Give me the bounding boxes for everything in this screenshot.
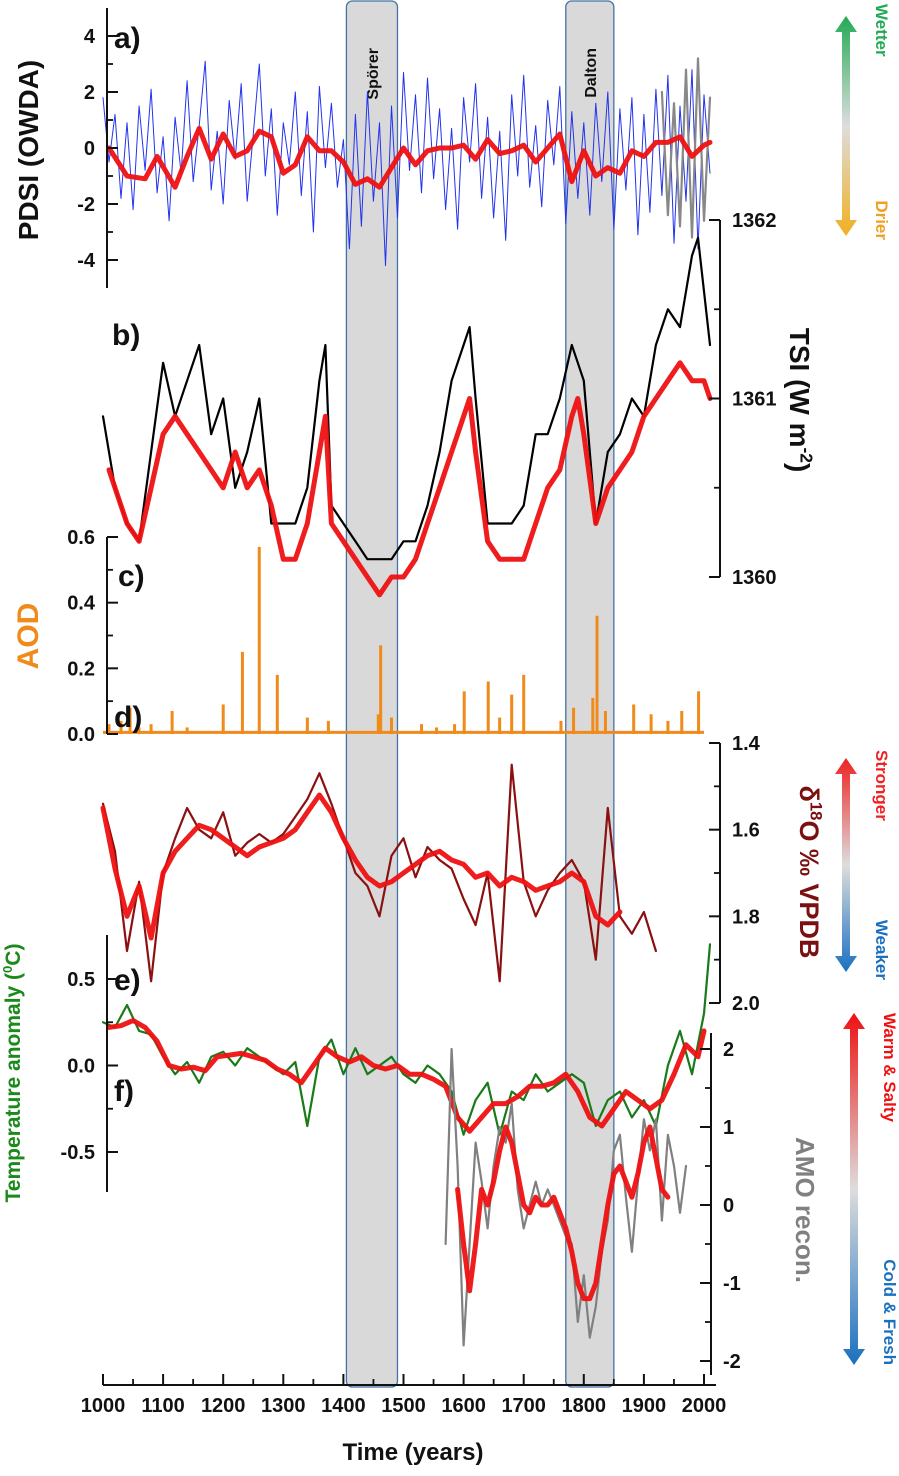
tick-label-c-3: 0.0 (67, 724, 95, 746)
tick-label-a-0: 4 (84, 26, 96, 48)
ylabel-e-part: C) (2, 944, 25, 966)
arrow-warm-cold (843, 1013, 865, 1365)
ylabel-d-part: ‰ (794, 841, 824, 883)
arrow-label-bottom-wet-dry: Drier (872, 200, 891, 240)
arrow-label-bottom-strong-weak: Weaker (872, 920, 891, 981)
x-tick-label-8: 1800 (562, 1395, 607, 1417)
arrow-wet-dry (835, 16, 857, 236)
panel-letter-b: b) (112, 319, 140, 352)
series-d-1 (100, 792, 623, 941)
tick-label-b-1: 1361 (732, 389, 777, 411)
arrow-strong-weak (835, 758, 857, 972)
ylabel-a-part: PDSI (OWDA) (13, 60, 44, 240)
x-tick-label-4: 1400 (321, 1395, 366, 1417)
ylabel-b-part: ) (784, 463, 815, 472)
series-d-0 (101, 763, 658, 983)
ylabel-e-part: 0 (0, 966, 15, 973)
ylabel-f: AMO recon. (790, 1137, 820, 1283)
tick-label-a-4: -4 (77, 250, 96, 272)
panel-letter-e: e) (114, 964, 141, 997)
ylabel-d-part: δ (794, 785, 824, 801)
series-a-1 (660, 57, 712, 239)
series-a-0 (102, 60, 711, 267)
arrow-label-top-wet-dry: Wetter (872, 4, 891, 57)
x-tick-label-7: 1700 (501, 1395, 546, 1417)
tick-label-a-1: 2 (84, 82, 95, 104)
event-bands: Spörer Dalton (345, 0, 615, 1388)
tick-label-f-3: -1 (723, 1273, 741, 1295)
panel-letter-d: d) (114, 701, 142, 734)
ylabel-e-part: Temperature anomaly ( (2, 973, 25, 1203)
x-tick-label-3: 1300 (261, 1395, 306, 1417)
ylabel-f-part: AMO recon. (790, 1137, 820, 1283)
tick-label-f-4: -2 (723, 1351, 741, 1373)
tick-label-c-2: 0.2 (67, 658, 95, 680)
tick-label-f-0: 2 (723, 1039, 734, 1061)
axes: 4 2 0 -2 -4 1362 1361 1360 0.6 0.4 0.2 0.0 1.4 1.6 1.8… (61, 8, 777, 1417)
ylabel-d-part: 18 (806, 802, 825, 821)
ylabel-d-part: O (794, 820, 824, 841)
series-e-1 (106, 1018, 707, 1134)
arrow-label-top-strong-weak: Stronger (872, 750, 891, 821)
series-b-1 (106, 360, 713, 598)
event-band-1 (565, 0, 615, 1388)
tick-label-f-1: 1 (723, 1117, 734, 1139)
panel-letter-c: c) (118, 560, 145, 593)
ylabel-b-part: -2 (797, 448, 817, 463)
event-band-0 (345, 0, 399, 1388)
ylabel-e: Temperature anomaly (0C) (0, 944, 25, 1203)
data-series (100, 57, 713, 1347)
ylabel-d-part: VPDB (794, 884, 824, 959)
legend-arrows: Wetter Drier Stronger Weaker Warm & Salty Col… (835, 4, 899, 1365)
event-label-0: Spörer (365, 48, 382, 100)
panel-letter-a: a) (114, 22, 141, 55)
tick-label-d-3: 2.0 (732, 993, 760, 1015)
x-tick-label-1: 1100 (141, 1395, 184, 1417)
ylabel-b-part: TSI (W m (784, 328, 815, 448)
series-b-0 (101, 236, 712, 561)
arrow-label-bottom-warm-cold: Cold & Fresh (880, 1259, 899, 1365)
tick-label-a-3: -2 (77, 194, 95, 216)
tick-label-d-0: 1.4 (732, 733, 761, 755)
x-tick-label-10: 2000 (682, 1395, 727, 1417)
ylabel-c: AOD (12, 603, 45, 670)
ylabel-d: δ18O ‰ VPDB (794, 785, 825, 958)
tick-label-e-0: 0.5 (67, 969, 95, 991)
x-tick-label-2: 1200 (201, 1395, 246, 1417)
tick-label-a-2: 0 (84, 138, 95, 160)
series-a-2 (106, 125, 713, 190)
x-tick-label-6: 1600 (441, 1395, 486, 1417)
tick-label-d-1: 1.6 (732, 820, 760, 842)
ylabel-c-part: AOD (12, 603, 45, 670)
x-tick-label-5: 1500 (381, 1395, 426, 1417)
series-e-0 (101, 943, 712, 1136)
event-label-1: Dalton (583, 48, 600, 98)
labels: Time (years) a) b) c) d) e) f) PDSI (OWDA) TSI (… (0, 22, 825, 1466)
x-tick-label-0: 1000 (81, 1395, 126, 1417)
ylabel-a: PDSI (OWDA) (13, 60, 44, 240)
series-f-1 (455, 1124, 671, 1302)
tick-label-b-2: 1360 (732, 567, 777, 589)
tick-label-f-2: 0 (723, 1195, 734, 1217)
x-axis-title: Time (years) (343, 1439, 484, 1466)
x-tick-label-9: 1900 (622, 1395, 667, 1417)
tick-label-d-2: 1.8 (732, 906, 760, 928)
arrow-label-top-warm-cold: Warm & Salty (880, 1013, 899, 1123)
tick-label-b-0: 1362 (732, 210, 777, 232)
tick-label-e-1: 0.0 (67, 1056, 95, 1078)
series-c-0 (103, 546, 704, 734)
ylabel-b: TSI (W m-2) (784, 328, 817, 473)
tick-label-c-1: 0.4 (67, 593, 96, 615)
tick-label-c-0: 0.6 (67, 527, 95, 549)
panel-letter-f: f) (114, 1075, 134, 1108)
tick-label-e-2: -0.5 (61, 1142, 95, 1164)
